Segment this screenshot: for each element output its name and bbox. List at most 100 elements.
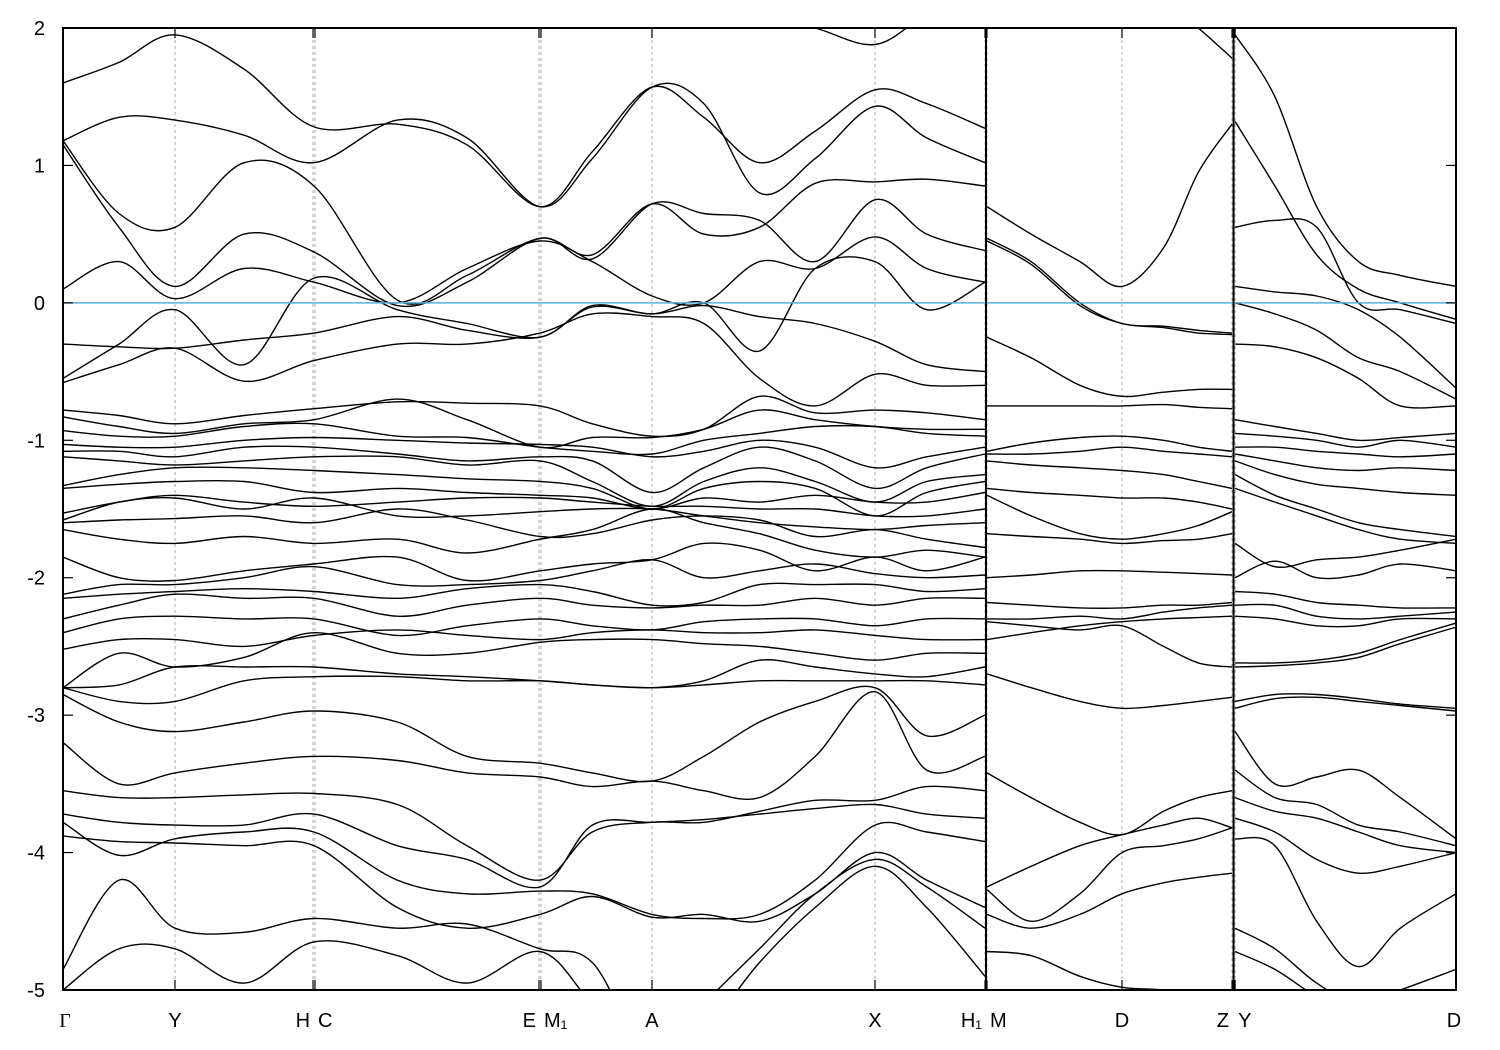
y-tick-label: -1 [27, 430, 45, 452]
band-line [1234, 487, 1456, 545]
x-tick-label: M₁ [544, 1010, 568, 1032]
band-line [1235, 626, 1456, 668]
band-line [63, 496, 986, 531]
x-tick-label: C [318, 1010, 332, 1032]
band-line [63, 542, 986, 582]
band-line [1235, 343, 1456, 409]
band-line [986, 336, 1233, 398]
bands [63, 28, 1456, 990]
band-line [63, 508, 986, 558]
band-line [63, 398, 986, 449]
band-line [986, 827, 1233, 923]
band-line [63, 631, 986, 689]
x-tick-label: X [868, 1010, 881, 1032]
band-line [1234, 34, 1456, 288]
band-line [1234, 453, 1456, 472]
band-line [1235, 603, 1456, 620]
band-line [63, 395, 986, 438]
x-tick-label: E [523, 1010, 536, 1032]
axes [62, 27, 1457, 991]
x-tick-label: D [1447, 1010, 1461, 1032]
band-line [63, 508, 986, 549]
band-line [986, 673, 1233, 710]
band-line [1235, 446, 1456, 458]
band-line [63, 144, 986, 308]
band-line [63, 803, 986, 889]
band-line [63, 691, 986, 801]
band-line [986, 569, 1233, 579]
band-line [63, 312, 986, 407]
band-line [1235, 285, 1456, 389]
band-line [63, 629, 986, 650]
band-line [1234, 560, 1456, 580]
band-line [63, 445, 986, 494]
band-line [1234, 217, 1456, 325]
band-line [1234, 693, 1456, 709]
band-line [986, 772, 1233, 836]
band-line [1234, 836, 1456, 968]
band-line [986, 621, 1233, 668]
band-line [1235, 432, 1456, 448]
band-line [63, 466, 986, 517]
band-line [63, 785, 986, 881]
band-line [1234, 817, 1456, 875]
y-tick-label: 0 [34, 293, 45, 315]
x-tick-label: Γ [59, 1010, 71, 1032]
x-tick-label: Y [168, 1010, 181, 1032]
band-line [987, 403, 1233, 410]
band-line [812, 28, 908, 46]
band-line [63, 304, 986, 373]
band-line [986, 435, 1233, 452]
tick-labels: 210-1-2-3-4-5Γ Y H C E M₁ A X H₁ M D Z Y D [27, 18, 1461, 1032]
band-line [1197, 28, 1233, 59]
band-line [1234, 769, 1456, 847]
band-line [986, 604, 1233, 620]
band-line [63, 34, 986, 208]
x-tick-label: A [645, 1010, 659, 1032]
band-line [986, 487, 1233, 510]
band-line [63, 865, 986, 990]
band-line [63, 675, 986, 705]
band-line [1234, 696, 1456, 712]
band-line [1234, 538, 1456, 568]
band-line [63, 436, 986, 469]
band-line [1234, 302, 1456, 400]
x-tick-label: Y [1238, 1010, 1251, 1032]
band-line [986, 240, 1233, 336]
band-line [63, 858, 986, 990]
x-tick-label: D [1115, 1010, 1129, 1032]
y-tick-label: 2 [34, 18, 45, 40]
band-line [986, 601, 1233, 609]
band-line [1234, 419, 1456, 442]
x-tick-label: H₁ [961, 1010, 982, 1032]
band-line [986, 460, 1233, 490]
y-tick-label: -5 [27, 980, 45, 1002]
band-line [1234, 731, 1456, 840]
band-line [1235, 622, 1456, 664]
band-line [63, 422, 986, 456]
x-tick-label: H [296, 1010, 310, 1032]
y-tick-label: -2 [27, 568, 45, 590]
band-line [986, 446, 1233, 458]
x-tick-label: Z [1217, 1010, 1229, 1032]
band-line [1234, 460, 1456, 496]
band-line [986, 494, 1233, 540]
band-line [63, 140, 986, 305]
band-line [1235, 590, 1456, 609]
band-line [63, 593, 986, 620]
band-line [63, 685, 986, 783]
band-line [1235, 615, 1456, 628]
band-line [63, 455, 986, 508]
band-line [1234, 473, 1456, 538]
band-line [986, 237, 1233, 334]
y-tick-label: 1 [34, 155, 45, 177]
band-line [1234, 927, 1456, 990]
band-line [63, 835, 986, 929]
band-line [986, 123, 1233, 288]
band-line [1234, 796, 1456, 854]
band-line [1234, 950, 1308, 990]
band-line [986, 533, 1233, 545]
band-line [986, 615, 1233, 641]
band-line [63, 582, 986, 607]
